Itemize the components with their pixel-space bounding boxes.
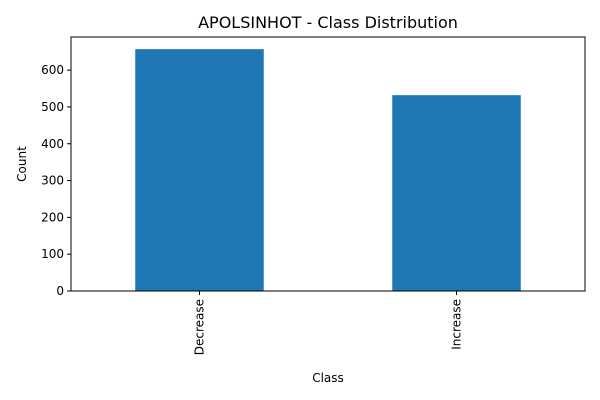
chart-title: APOLSINHOT - Class Distribution xyxy=(198,13,458,32)
y-tick-label: 0 xyxy=(56,284,64,298)
y-tick-label: 300 xyxy=(41,174,64,188)
bars-group xyxy=(135,49,521,291)
y-tick-label: 600 xyxy=(41,63,64,77)
y-tick-label: 100 xyxy=(41,247,64,261)
plot-frame xyxy=(70,36,586,292)
x-tick-label: Increase xyxy=(450,299,464,350)
x-axis-ticks: Decrease Increase xyxy=(193,291,464,355)
x-axis-label: Class xyxy=(312,371,344,385)
x-tick-label: Decrease xyxy=(193,299,207,355)
bar-decrease xyxy=(135,49,264,291)
y-axis-label: Count xyxy=(15,146,29,182)
bar-increase xyxy=(392,95,521,291)
y-axis-ticks: 0 100 200 300 400 500 600 xyxy=(41,63,71,298)
y-tick-label: 500 xyxy=(41,100,64,114)
y-tick-label: 200 xyxy=(41,210,64,224)
y-tick-label: 400 xyxy=(41,137,64,151)
